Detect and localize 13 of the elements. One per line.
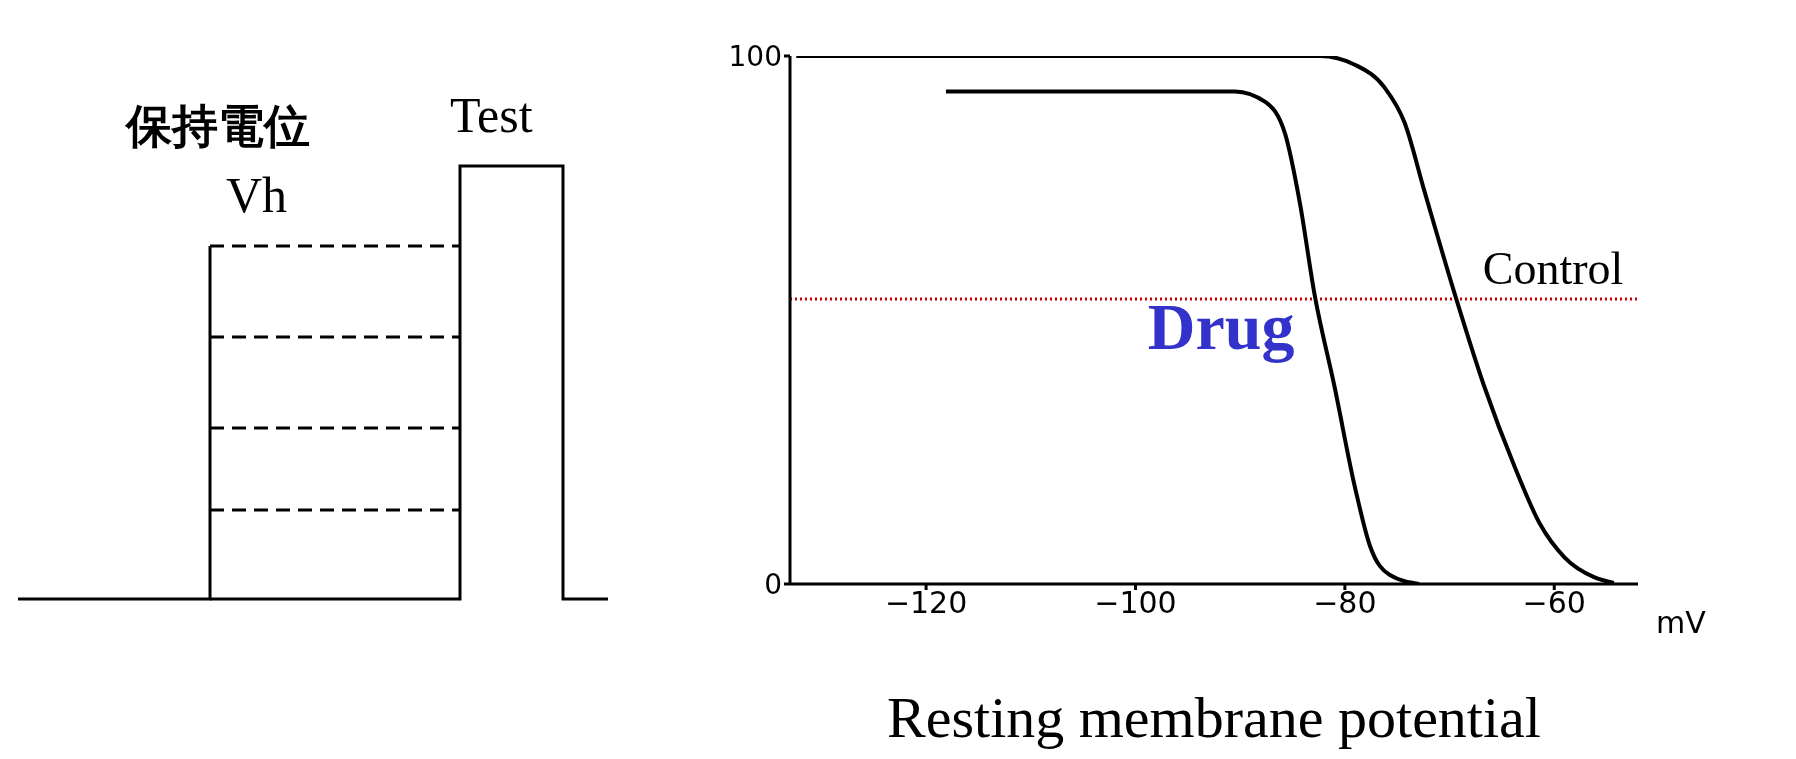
- x-tick-label: −120: [884, 585, 968, 621]
- series-label: Drug: [1147, 290, 1295, 364]
- x-tick-label: −100: [1094, 585, 1177, 621]
- y-tick-label: 100: [728, 39, 782, 73]
- text: 保持電位: [126, 98, 310, 155]
- text: Vh: [226, 166, 288, 224]
- y-tick-label: 0: [764, 567, 782, 601]
- x-tick-label: −80: [1313, 585, 1377, 621]
- x-axis-title: Resting membrane potential: [887, 685, 1541, 750]
- text: mV: [1656, 605, 1707, 640]
- series-label: Control: [1482, 243, 1624, 295]
- text: Test: [450, 86, 533, 144]
- x-tick-label: −60: [1522, 585, 1586, 621]
